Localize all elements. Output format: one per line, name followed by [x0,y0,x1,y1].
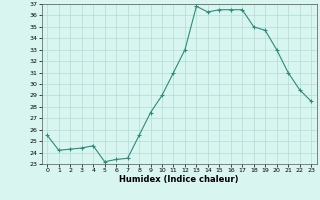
X-axis label: Humidex (Indice chaleur): Humidex (Indice chaleur) [119,175,239,184]
